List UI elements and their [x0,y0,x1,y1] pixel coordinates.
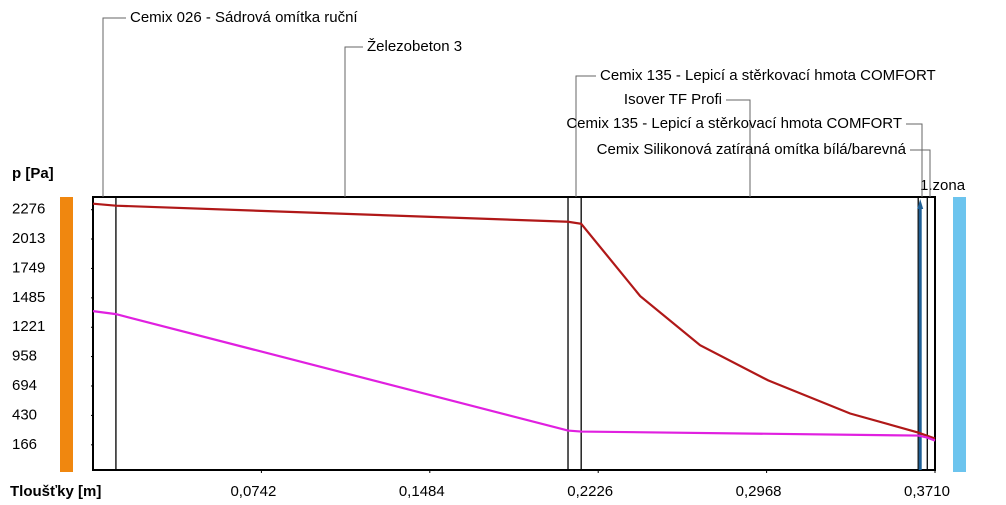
x-tick-label: 0,1484 [399,483,445,500]
x-axis-label: Tloušťky [m] [10,483,101,500]
x-tick-label: 0,3710 [904,483,950,500]
y-tick-label: 1221 [12,318,45,335]
layer-label: Cemix Silikonová zatíraná omítka bílá/ba… [597,141,907,158]
y-tick-label: 1749 [12,259,45,276]
x-tick-label: 0,0742 [230,483,276,500]
layer-label: Železobeton 3 [367,38,462,55]
y-tick-label: 958 [12,348,37,365]
zone-label: 1.zona [920,177,966,194]
y-tick-label: 430 [12,406,37,423]
layer-label: Cemix 026 - Sádrová omítka ruční [130,9,358,26]
leader-line [102,17,126,197]
y-axis-label: p [Pa] [12,165,54,182]
layer-label: Cemix 135 - Lepicí a stěrkovací hmota CO… [566,115,902,132]
interior-bar [60,197,73,472]
layer-label: Isover TF Profi [624,91,722,108]
layer-label: Cemix 135 - Lepicí a stěrkovací hmota CO… [600,67,936,84]
y-tick-label: 694 [12,377,37,394]
leader-line [344,46,363,197]
y-tick-label: 2013 [12,230,45,247]
leader-line [575,75,596,197]
plot-area [92,196,936,471]
leader-line [726,99,751,197]
zone-arrow [917,199,924,209]
leader-line [910,149,931,197]
x-tick-label: 0,2968 [736,483,782,500]
x-tick-label: 0,2226 [567,483,613,500]
line-series [92,202,936,440]
line-series [92,310,936,442]
y-tick-label: 2276 [12,201,45,218]
exterior-bar [953,197,966,472]
leader-line [906,123,923,197]
y-tick-label: 1485 [12,289,45,306]
y-tick-label: 166 [12,436,37,453]
